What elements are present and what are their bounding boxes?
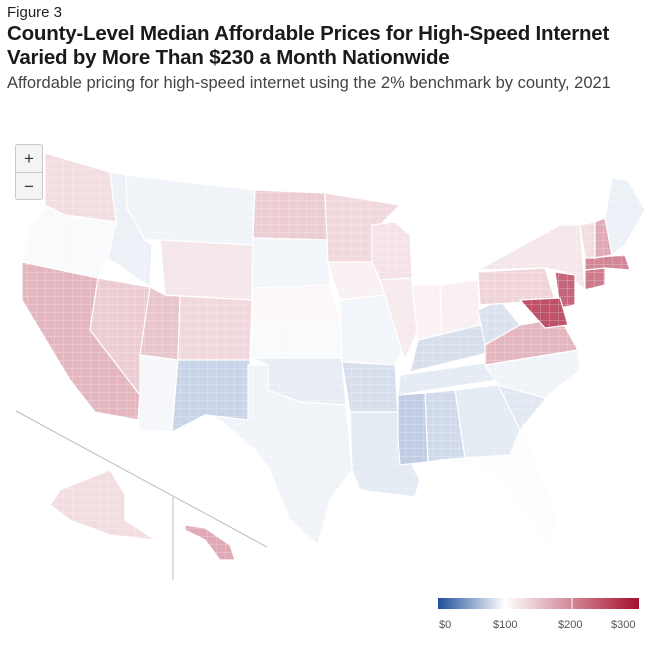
legend-tick-0: $0 (439, 619, 452, 631)
legend-gradient (438, 598, 639, 609)
legend-color-bar (438, 598, 639, 609)
chart-subtitle: Affordable pricing for high-speed intern… (7, 74, 611, 92)
zoom-in-button[interactable]: + (24, 148, 34, 168)
county-choropleth-map[interactable] (0, 120, 654, 590)
legend-tick-100: $100 (493, 619, 518, 631)
legend-tick-200: $200 (558, 619, 583, 631)
figure-label: Figure 3 (7, 4, 63, 21)
chart-title: County-Level Median Affordable Prices fo… (7, 22, 610, 69)
county-grid (22, 153, 645, 560)
legend-tick-300: $300 (611, 619, 636, 631)
inset-divider-diagonal (15, 410, 268, 548)
zoom-out-button[interactable]: − (16, 172, 42, 200)
zoom-control: + − (15, 144, 43, 200)
